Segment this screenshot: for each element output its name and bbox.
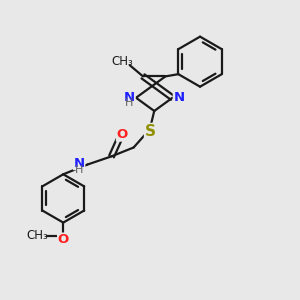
Text: N: N [124, 91, 135, 104]
Text: S: S [145, 124, 156, 139]
Text: CH₃: CH₃ [27, 229, 49, 242]
Text: H: H [125, 98, 134, 108]
Text: O: O [116, 128, 128, 141]
Text: CH₃: CH₃ [112, 55, 133, 68]
Text: N: N [173, 91, 184, 104]
Text: H: H [75, 165, 83, 175]
Text: N: N [74, 157, 85, 169]
Text: O: O [58, 233, 69, 246]
